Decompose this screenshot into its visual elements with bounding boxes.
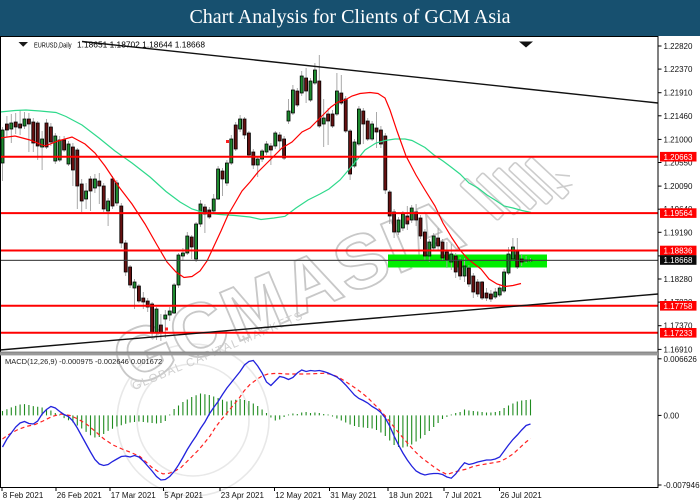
svg-text:1.21000: 1.21000 xyxy=(664,135,693,144)
svg-text:26 Feb 2021: 26 Feb 2021 xyxy=(57,491,102,500)
svg-text:17 Mar 2021: 17 Mar 2021 xyxy=(111,491,156,500)
svg-text:1.20550: 1.20550 xyxy=(664,159,693,168)
svg-text:5 Apr 2021: 5 Apr 2021 xyxy=(164,491,203,500)
svg-text:31 May 2021: 31 May 2021 xyxy=(330,491,377,500)
svg-text:1.22370: 1.22370 xyxy=(664,65,693,74)
svg-text:1.16910: 1.16910 xyxy=(664,345,693,354)
svg-text:8 Feb 2021: 8 Feb 2021 xyxy=(3,491,44,500)
svg-text:1.17758: 1.17758 xyxy=(664,302,693,311)
svg-text:1.18280: 1.18280 xyxy=(664,275,693,284)
svg-text:7 Jul 2021: 7 Jul 2021 xyxy=(445,491,482,500)
svg-text:23 Apr 2021: 23 Apr 2021 xyxy=(221,491,265,500)
svg-text:1.18651 1.18702 1.18644 1.1866: 1.18651 1.18702 1.18644 1.18668 xyxy=(77,40,206,49)
svg-text:1.17370: 1.17370 xyxy=(664,322,693,331)
svg-text:1.18836: 1.18836 xyxy=(664,247,693,256)
svg-text:1.20663: 1.20663 xyxy=(664,153,693,162)
svg-text:18 Jun 2021: 18 Jun 2021 xyxy=(389,491,434,500)
svg-text:1.21460: 1.21460 xyxy=(664,112,693,121)
svg-text:MACD(12,26,9) -0.000975 -0.002: MACD(12,26,9) -0.000975 -0.002646 0.0016… xyxy=(5,357,162,366)
svg-text:0.00: 0.00 xyxy=(664,411,680,420)
svg-text:1.18668: 1.18668 xyxy=(664,256,693,265)
svg-text:1.19564: 1.19564 xyxy=(664,209,693,218)
svg-text:1.17233: 1.17233 xyxy=(664,329,693,338)
svg-text:0.006626: 0.006626 xyxy=(664,355,698,364)
svg-text:EURUSD,Daily: EURUSD,Daily xyxy=(34,40,72,49)
svg-text:1.21910: 1.21910 xyxy=(664,89,693,98)
svg-text:-0.007946: -0.007946 xyxy=(664,481,700,490)
svg-text:12 May 2021: 12 May 2021 xyxy=(275,491,322,500)
svg-text:1.20090: 1.20090 xyxy=(664,182,693,191)
svg-text:26 Jul 2021: 26 Jul 2021 xyxy=(500,491,542,500)
svg-text:1.19190: 1.19190 xyxy=(664,228,693,237)
svg-text:1.22820: 1.22820 xyxy=(664,42,693,51)
